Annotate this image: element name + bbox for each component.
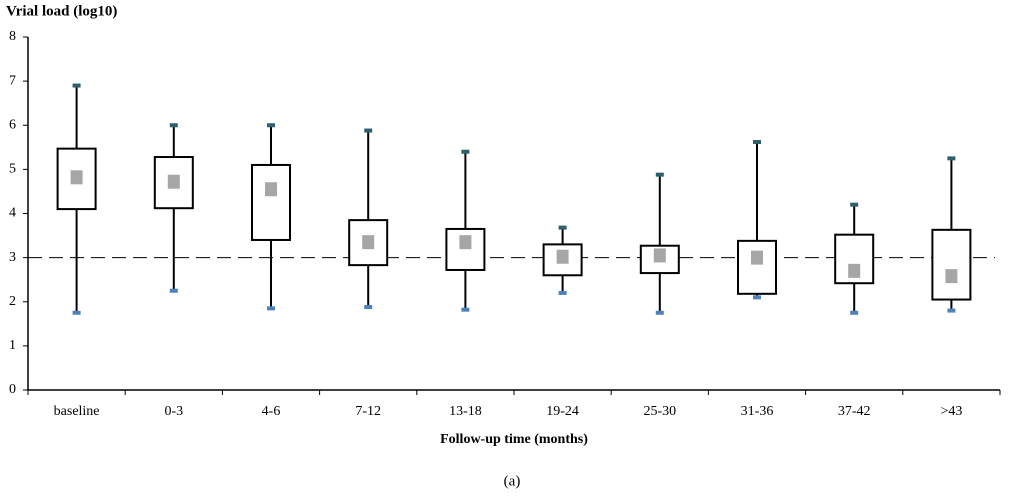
x-tick-label: 37-42	[838, 404, 871, 419]
y-tick-label: 7	[9, 73, 16, 88]
mean-marker	[848, 263, 861, 278]
y-tick-label: 5	[9, 162, 16, 177]
mean-marker	[167, 174, 180, 189]
box	[931, 228, 972, 301]
x-tick-label: >43	[940, 404, 962, 419]
x-tick-label: 4-6	[262, 404, 281, 419]
caption: (a)	[504, 473, 521, 489]
y-tick-label: 3	[9, 250, 16, 265]
x-tick-label: 13-18	[449, 404, 482, 419]
x-tick-label: baseline	[54, 404, 100, 419]
x-tick-label: 25-30	[643, 404, 676, 419]
mean-marker	[945, 269, 958, 284]
box	[251, 163, 291, 241]
box	[445, 227, 486, 271]
mean-marker	[265, 182, 277, 197]
y-tick-label: 4	[9, 206, 16, 221]
x-tick-label: 19-24	[546, 404, 579, 419]
chart-title: Vrial load (log10)	[6, 3, 117, 19]
mean-marker	[751, 250, 763, 265]
box	[348, 219, 389, 267]
x-tick-label: 0-3	[164, 404, 183, 419]
x-tick-label: 31-36	[741, 404, 774, 419]
mean-marker	[556, 249, 569, 264]
y-tick-label: 8	[9, 29, 16, 44]
y-tick-label: 2	[9, 294, 16, 309]
mean-marker	[362, 235, 375, 250]
y-tick-label: 0	[9, 382, 16, 397]
y-tick-label: 1	[9, 338, 16, 353]
mean-marker	[653, 248, 666, 263]
mean-marker	[70, 170, 83, 185]
x-tick-label: 7-12	[355, 404, 381, 419]
box	[737, 239, 777, 295]
y-tick-label: 6	[9, 117, 16, 132]
mean-marker	[459, 235, 472, 250]
x-axis-label: Follow-up time (months)	[440, 432, 588, 447]
